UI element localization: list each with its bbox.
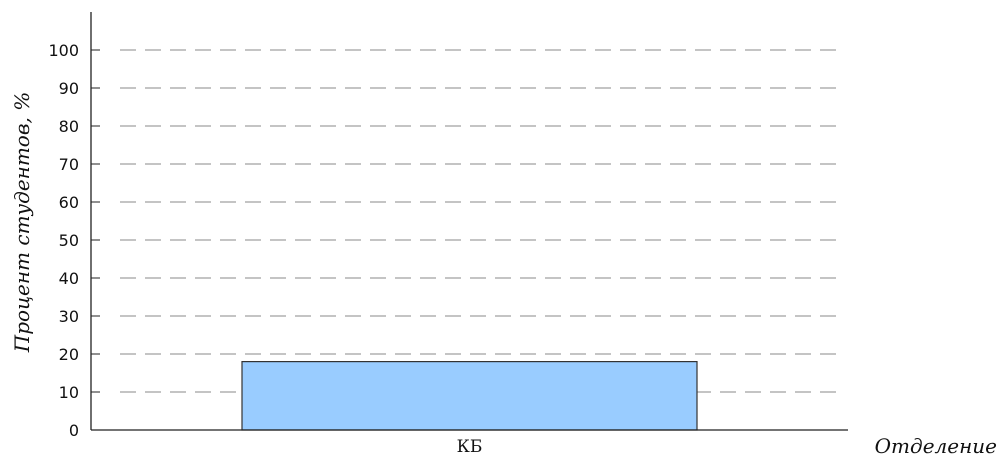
- y-tick-label-0: 0: [69, 421, 79, 440]
- x-axis-title: Отделение: [875, 434, 997, 457]
- y-tick-label-60: 60: [59, 193, 79, 212]
- y-tick-label-40: 40: [59, 269, 79, 288]
- y-tick-label-20: 20: [59, 345, 79, 364]
- y-tick-label-30: 30: [59, 307, 79, 326]
- grid-lines: [120, 49, 845, 393]
- y-tick-label-80: 80: [59, 117, 79, 136]
- bars: [241, 361, 698, 431]
- y-axis-title: Процент студентов, %: [10, 92, 34, 353]
- x-tick-labels: КБ: [457, 437, 483, 457]
- y-tick-label-100: 100: [48, 41, 79, 60]
- y-tick-label-70: 70: [59, 155, 79, 174]
- y-tick-labels: 0 10 20 30 40 50 60 70 80 90 100: [48, 41, 100, 440]
- y-tick-label-50: 50: [59, 231, 79, 250]
- y-tick-label-90: 90: [59, 79, 79, 98]
- bar-1: [241, 361, 698, 431]
- axes: [90, 12, 848, 431]
- y-tick-label-10: 10: [59, 383, 79, 402]
- x-tick-label-1: КБ: [457, 437, 483, 457]
